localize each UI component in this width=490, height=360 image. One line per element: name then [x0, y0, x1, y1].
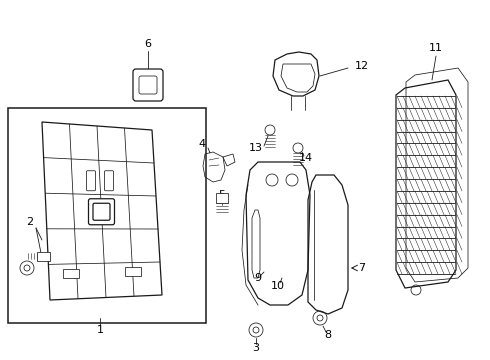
Text: 6: 6 — [145, 39, 151, 49]
Text: 3: 3 — [252, 343, 260, 353]
Text: 5: 5 — [219, 190, 225, 200]
Text: 12: 12 — [355, 61, 369, 71]
FancyBboxPatch shape — [139, 76, 157, 94]
Text: 10: 10 — [271, 281, 285, 291]
FancyBboxPatch shape — [133, 69, 163, 101]
Text: 4: 4 — [198, 139, 206, 149]
Text: 7: 7 — [359, 263, 366, 273]
Text: 2: 2 — [26, 217, 33, 227]
Bar — [8, 108, 206, 323]
FancyBboxPatch shape — [104, 171, 114, 191]
Bar — [124, 267, 141, 276]
Text: 14: 14 — [299, 153, 313, 163]
FancyBboxPatch shape — [87, 171, 96, 191]
Text: 13: 13 — [249, 143, 263, 153]
Bar — [37, 252, 50, 261]
Text: 8: 8 — [324, 330, 332, 340]
Text: 9: 9 — [254, 273, 262, 283]
Bar — [63, 269, 79, 278]
FancyBboxPatch shape — [89, 199, 115, 225]
FancyBboxPatch shape — [93, 203, 110, 220]
Bar — [216, 193, 228, 203]
Text: 1: 1 — [97, 325, 103, 335]
Text: 11: 11 — [429, 43, 443, 53]
